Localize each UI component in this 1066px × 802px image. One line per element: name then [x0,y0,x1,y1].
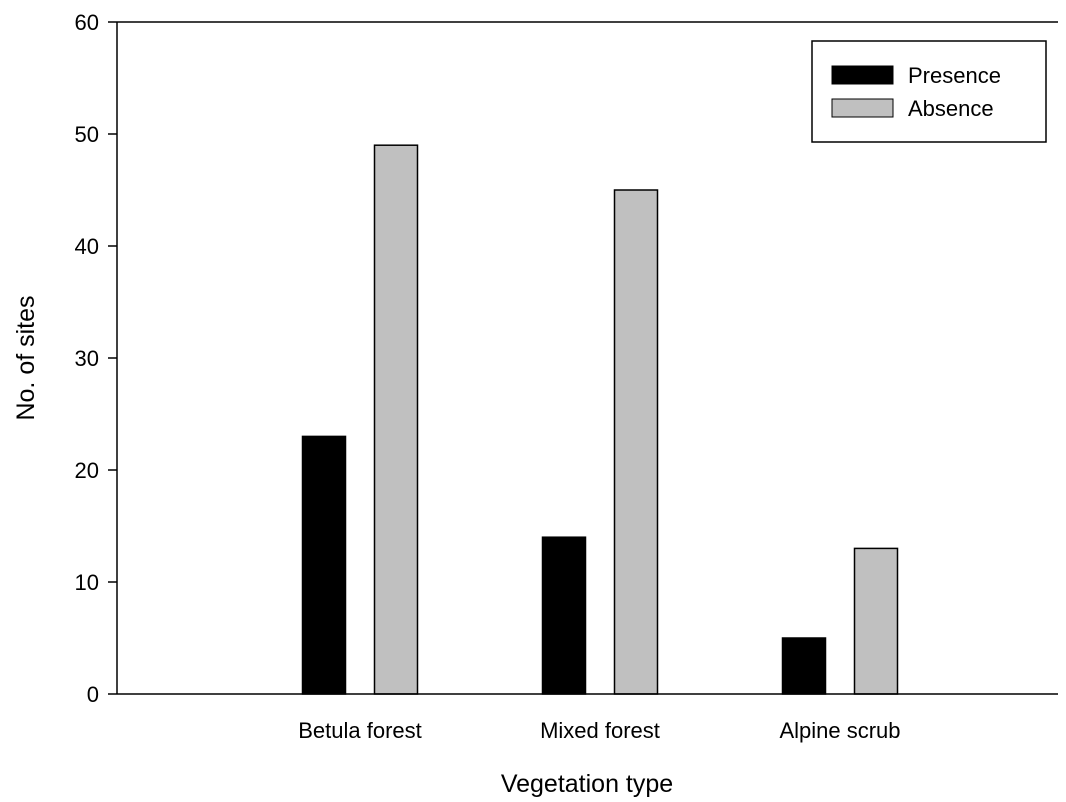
y-tick-label: 40 [75,234,99,259]
x-category-label: Mixed forest [540,718,660,743]
legend: Presence Absence [811,40,1047,143]
legend-label-absence: Absence [908,96,994,121]
bar-absence-0 [373,144,419,695]
x-axis-category-labels: Betula forest Mixed forest Alpine scrub [298,718,900,743]
y-tick-label: 50 [75,122,99,147]
bar-presence-1 [541,536,587,695]
y-axis-title: No. of sites [12,295,40,420]
legend-label-presence: Presence [908,63,1001,88]
bar-presence-2 [781,637,827,695]
x-category-label: Betula forest [298,718,422,743]
y-tick-label: 30 [75,346,99,371]
legend-swatch-absence [831,98,894,118]
x-category-label: Alpine scrub [779,718,900,743]
y-tick-label: 20 [75,458,99,483]
y-axis-ticks: 0 10 20 30 40 50 60 [75,10,117,707]
legend-box [811,40,1047,143]
y-tick-label: 60 [75,10,99,35]
bars [301,144,899,695]
bar-absence-2 [853,547,899,695]
legend-swatch-presence [831,65,894,85]
x-axis-title: Vegetation type [501,770,673,798]
y-tick-label: 0 [87,682,99,707]
bar-presence-0 [301,435,347,695]
y-tick-label: 10 [75,570,99,595]
bar-absence-1 [613,189,659,695]
